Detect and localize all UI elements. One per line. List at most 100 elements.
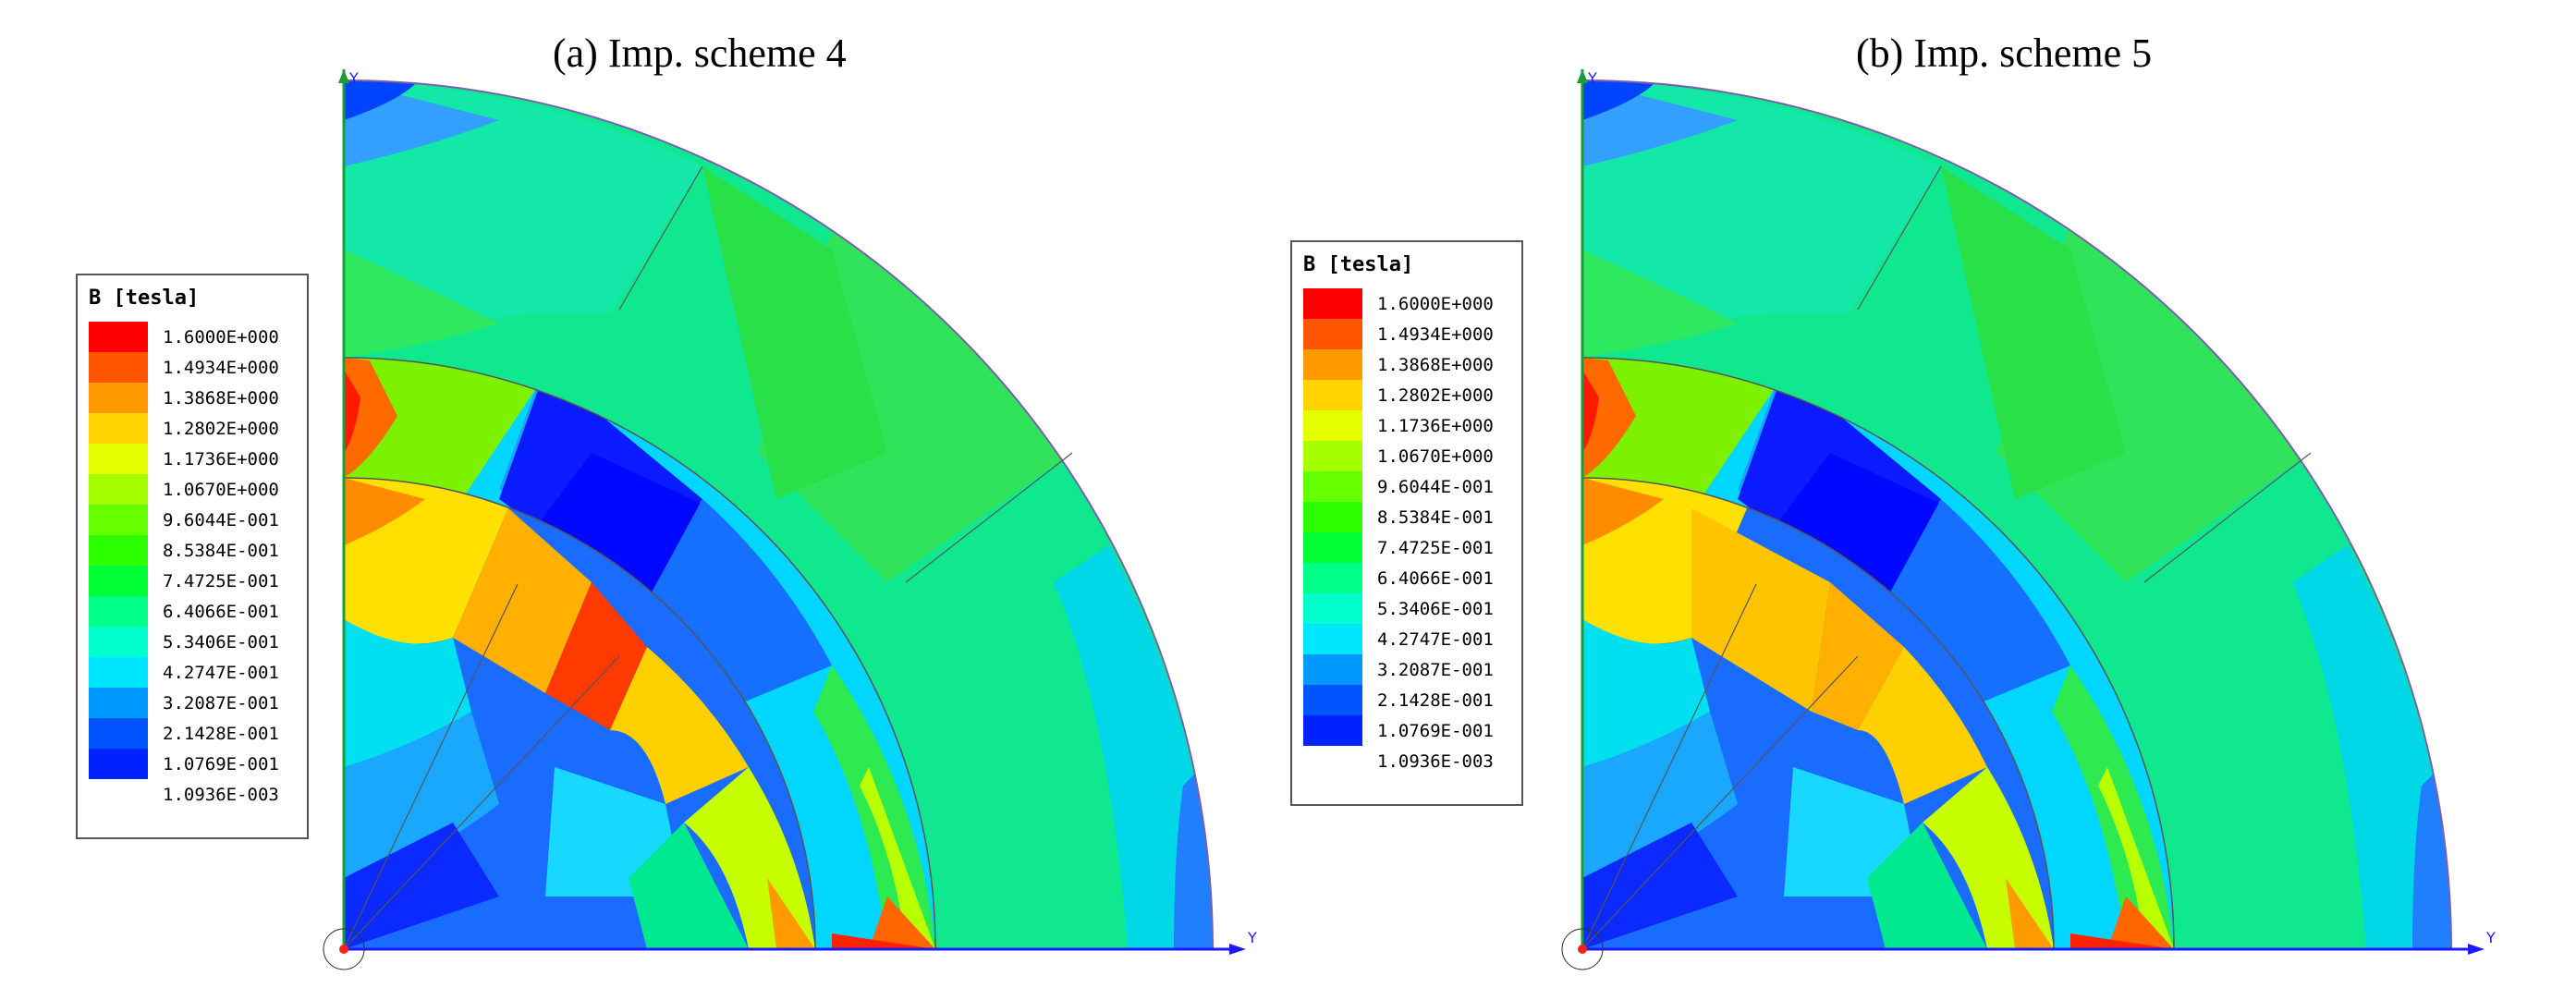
legend-entry: 8.5384E-001 [89, 535, 279, 566]
legend-value-label: 1.0936E-003 [163, 784, 279, 805]
legend-value-label: 3.2087E-001 [163, 692, 279, 714]
legend-swatch [1303, 319, 1362, 349]
legend-value-label: 1.6000E+000 [163, 326, 279, 348]
legend-entry: 1.0670E+000 [89, 474, 279, 505]
legend-value-label: 2.1428E-001 [1377, 689, 1494, 711]
legend-value-label: 1.0769E-001 [163, 753, 279, 775]
legend-entry: 1.3868E+000 [1303, 349, 1494, 380]
legend-entry: 1.0769E-001 [1303, 715, 1494, 746]
legend-swatch [1303, 410, 1362, 441]
legend-value-label: 1.0769E-001 [1377, 720, 1494, 741]
legend-entry: 2.1428E-001 [89, 718, 279, 749]
legend-entry: 1.2802E+000 [1303, 380, 1494, 410]
legend-swatch [1303, 654, 1362, 685]
panel-a-legend: B [tesla] 1.6000E+000 1.4934E+000 1.3868E+… [76, 274, 309, 839]
legend-entry: 1.2802E+000 [89, 413, 279, 444]
legend-swatch [1303, 502, 1362, 532]
legend-value-label: 8.5384E-001 [1377, 506, 1494, 528]
legend-entry: 1.0936E-003 [1303, 746, 1494, 776]
legend-entry: 6.4066E-001 [89, 596, 279, 627]
legend-title: B [tesla] [1303, 253, 1414, 276]
legend-swatch [89, 535, 148, 566]
panel-a-axis-label-right: Y [1247, 929, 1257, 946]
legend-entry: 1.6000E+000 [1303, 288, 1494, 319]
panel-b-axis-label-right: Y [2485, 929, 2496, 946]
legend-value-label: 2.1428E-001 [163, 723, 279, 744]
legend-entry: 1.4934E+000 [89, 352, 279, 383]
legend-entry: 4.2747E-001 [89, 657, 279, 688]
legend-swatch [1303, 532, 1362, 563]
legend-value-label: 1.3868E+000 [163, 387, 279, 409]
legend-swatch [89, 566, 148, 596]
legend-entry: 1.0936E-003 [89, 779, 279, 810]
panel-a-title: (a) Imp. scheme 4 [553, 30, 847, 76]
legend-swatch [89, 383, 148, 413]
legend-swatch [89, 505, 148, 535]
legend-entry: 7.4725E-001 [1303, 532, 1494, 563]
legend-entry: 7.4725E-001 [89, 566, 279, 596]
legend-entry: 3.2087E-001 [1303, 654, 1494, 685]
legend-swatch [1303, 715, 1362, 746]
legend-value-label: 5.3406E-001 [1377, 598, 1494, 619]
legend-value-label: 4.2747E-001 [1377, 628, 1494, 650]
legend-swatch [1303, 441, 1362, 471]
panel-b-title: (b) Imp. scheme 5 [1856, 30, 2153, 76]
legend-entry: 5.3406E-001 [89, 627, 279, 657]
legend-value-label: 7.4725E-001 [163, 570, 279, 592]
legend-swatch [89, 322, 148, 352]
legend-swatch [1303, 471, 1362, 502]
legend-entry: 5.3406E-001 [1303, 593, 1494, 624]
legend-swatch [1303, 685, 1362, 715]
legend-value-label: 6.4066E-001 [1377, 567, 1494, 589]
legend-title: B [tesla] [89, 287, 200, 310]
panel-b-axis-label-top: Y [1587, 69, 1597, 87]
legend-entry: 1.1736E+000 [89, 444, 279, 474]
legend-entry: 9.6044E-001 [1303, 471, 1494, 502]
legend-value-label: 5.3406E-001 [163, 631, 279, 653]
legend-value-label: 1.6000E+000 [1377, 293, 1494, 314]
legend-entry: 2.1428E-001 [1303, 685, 1494, 715]
legend-swatch [89, 718, 148, 749]
legend-entry: 4.2747E-001 [1303, 624, 1494, 654]
legend-swatch [89, 688, 148, 718]
legend-swatch [1303, 380, 1362, 410]
legend-swatch [1303, 288, 1362, 319]
legend-value-label: 7.4725E-001 [1377, 537, 1494, 558]
legend-entry: 1.0769E-001 [89, 749, 279, 779]
panel-b-legend: B [tesla] 1.6000E+000 1.4934E+000 1.3868E+… [1290, 240, 1523, 806]
panel-a-field-plot: Y Y [323, 69, 1257, 970]
legend-value-label: 1.0670E+000 [163, 479, 279, 500]
legend-swatch [1303, 593, 1362, 624]
legend-swatch [89, 444, 148, 474]
legend-value-label: 1.1736E+000 [1377, 415, 1494, 436]
legend-swatch [89, 413, 148, 444]
legend-value-label: 1.4934E+000 [1377, 323, 1494, 345]
legend-value-label: 1.0670E+000 [1377, 445, 1494, 467]
legend-entry: 1.6000E+000 [89, 322, 279, 352]
legend-value-label: 1.2802E+000 [1377, 384, 1494, 406]
legend-entry: 1.1736E+000 [1303, 410, 1494, 441]
legend-value-label: 9.6044E-001 [163, 509, 279, 531]
legend-value-label: 1.3868E+000 [1377, 354, 1494, 375]
legend-value-label: 1.4934E+000 [163, 357, 279, 378]
legend-value-label: 8.5384E-001 [163, 540, 279, 561]
legend-value-label: 1.1736E+000 [163, 448, 279, 470]
legend-swatch [1303, 624, 1362, 654]
legend-swatch [1303, 563, 1362, 593]
legend-swatch [89, 474, 148, 505]
legend-value-label: 3.2087E-001 [1377, 659, 1494, 680]
legend-entry: 8.5384E-001 [1303, 502, 1494, 532]
legend-value-label: 1.2802E+000 [163, 418, 279, 439]
legend-swatch [89, 749, 148, 779]
legend-swatch [1303, 746, 1362, 776]
legend-swatch [89, 596, 148, 627]
legend-value-label: 1.0936E-003 [1377, 750, 1494, 772]
legend-swatch [89, 352, 148, 383]
legend-swatch [89, 627, 148, 657]
legend-entry: 1.0670E+000 [1303, 441, 1494, 471]
legend-swatch [89, 779, 148, 810]
panel-a-axis-label-top: Y [348, 69, 359, 87]
legend-entry: 9.6044E-001 [89, 505, 279, 535]
panel-b-field-plot: Y Y [1561, 69, 2496, 970]
legend-value-label: 4.2747E-001 [163, 662, 279, 683]
